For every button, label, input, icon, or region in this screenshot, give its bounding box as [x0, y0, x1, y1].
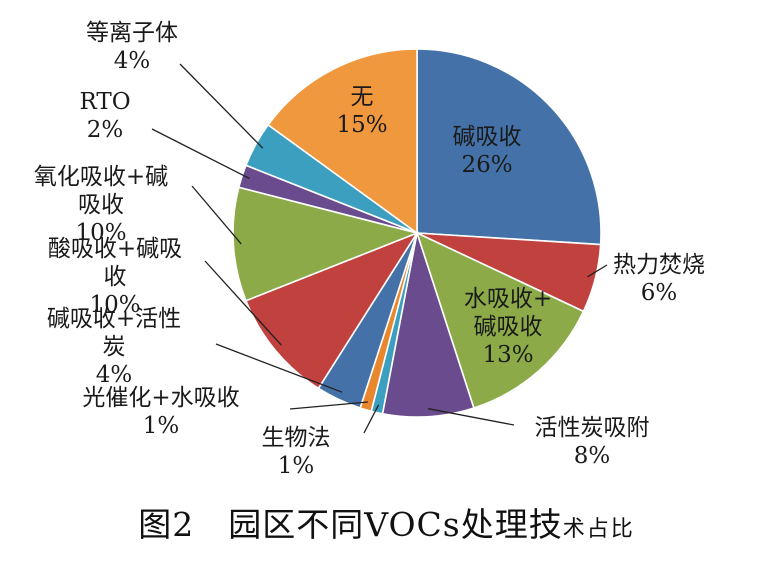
slice-label: 生物法: [262, 425, 331, 451]
slice-label: RTO: [79, 89, 130, 115]
pie-slice: [244, 231, 419, 390]
pie-slice: [415, 231, 585, 409]
slice-value-label: 4%: [96, 362, 133, 388]
pie-chart: 碱吸收26%热力焚烧6%水吸收+碱吸收13%活性炭吸附8%生物法1%光催化+水吸…: [34, 20, 705, 479]
leader-line: [191, 185, 242, 245]
slice-value-label: 1%: [143, 413, 180, 439]
slice-value-label: 8%: [574, 443, 611, 469]
leader-line: [151, 128, 250, 180]
leader-line: [587, 264, 608, 278]
slice-label: 碱吸收: [474, 314, 543, 340]
pie-slice: [232, 186, 420, 302]
slice-label: 水吸收+: [464, 286, 552, 312]
leader-line: [215, 343, 343, 393]
slice-value-label: 26%: [461, 152, 512, 178]
caption-tail: 术占比: [562, 517, 635, 542]
slice-label: 热力焚烧: [613, 252, 705, 278]
slice-value-label: 6%: [641, 280, 678, 306]
slice-value-label: 10%: [75, 220, 126, 246]
pie-slice: [381, 232, 475, 418]
slice-label: 无: [351, 84, 374, 110]
leader-line: [289, 401, 368, 410]
slice-label: 活性炭吸附: [535, 415, 650, 441]
slice-label: 炭: [103, 334, 126, 360]
caption-main: 图2 园区不同VOCs处理技: [138, 505, 563, 544]
leader-line: [427, 408, 515, 426]
slice-value-label: 4%: [114, 48, 151, 74]
slice-label: 收: [104, 264, 127, 290]
slice-label: 氧化吸收+碱: [34, 164, 168, 190]
slice-label: 光催化+水吸收: [82, 385, 239, 411]
slice-label: 吸收: [78, 192, 124, 218]
pie-slice: [267, 48, 418, 235]
slice-value-label: 2%: [87, 117, 124, 143]
slice-label: 酸吸收+碱吸: [48, 236, 182, 262]
slice-value-label: 1%: [278, 453, 315, 479]
leader-line: [363, 404, 380, 434]
leader-line: [179, 63, 264, 149]
slice-value-label: 13%: [482, 342, 533, 368]
slice-label: 碱吸收+活性: [47, 306, 181, 332]
leader-line: [204, 260, 282, 346]
slice-value-label: 15%: [336, 112, 387, 138]
figure-caption: 图2 园区不同VOCs处理技术占比: [0, 498, 773, 546]
slice-label: 碱吸收: [453, 124, 522, 150]
slice-value-label: 10%: [89, 292, 140, 318]
pie-slice: [416, 48, 602, 246]
slice-label: 等离子体: [86, 20, 178, 46]
